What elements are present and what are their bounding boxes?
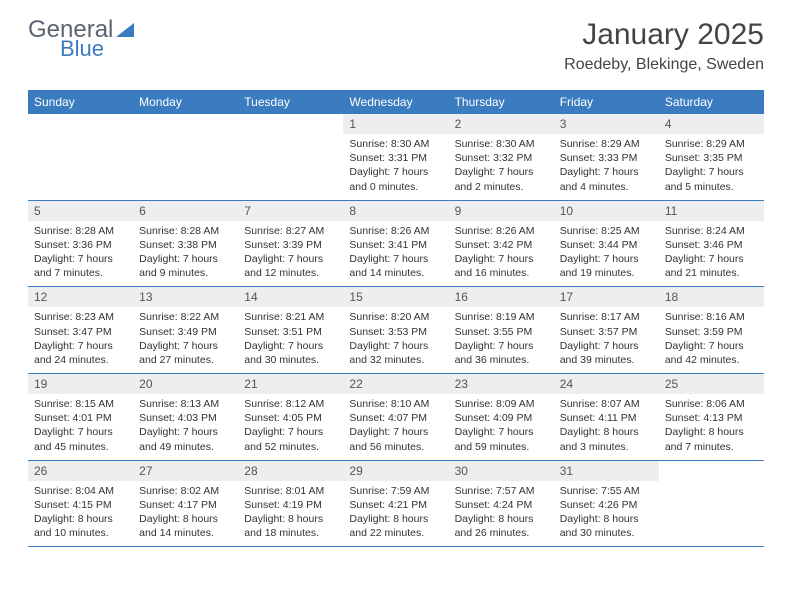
day-detail-cell: Sunrise: 8:15 AMSunset: 4:01 PMDaylight:… [28, 394, 133, 460]
day-detail-cell: Sunrise: 8:28 AMSunset: 3:36 PMDaylight:… [28, 221, 133, 287]
day-number-cell: 5 [28, 200, 133, 221]
day-number-cell: 7 [238, 200, 343, 221]
title-block: January 2025 Roedeby, Blekinge, Sweden [564, 18, 764, 74]
day-detail-row: Sunrise: 8:28 AMSunset: 3:36 PMDaylight:… [28, 221, 764, 287]
day-detail-cell [238, 134, 343, 200]
day-detail-cell: Sunrise: 8:01 AMSunset: 4:19 PMDaylight:… [238, 481, 343, 547]
day-number-cell: 15 [343, 287, 448, 308]
day-number-cell: 3 [554, 114, 659, 134]
day-number-cell: 23 [449, 374, 554, 395]
day-detail-cell: Sunrise: 8:02 AMSunset: 4:17 PMDaylight:… [133, 481, 238, 547]
day-detail-cell: Sunrise: 8:30 AMSunset: 3:32 PMDaylight:… [449, 134, 554, 200]
day-number-row: 19202122232425 [28, 374, 764, 395]
day-detail-cell: Sunrise: 8:16 AMSunset: 3:59 PMDaylight:… [659, 307, 764, 373]
day-number-cell: 18 [659, 287, 764, 308]
day-number-cell: 20 [133, 374, 238, 395]
day-number-cell [28, 114, 133, 134]
day-number-cell: 11 [659, 200, 764, 221]
day-number-cell: 26 [28, 460, 133, 481]
weekday-header: Thursday [449, 90, 554, 114]
day-number-cell: 16 [449, 287, 554, 308]
day-number-cell: 14 [238, 287, 343, 308]
weekday-header: Friday [554, 90, 659, 114]
day-detail-cell [133, 134, 238, 200]
location-text: Roedeby, Blekinge, Sweden [564, 56, 764, 74]
day-detail-cell: Sunrise: 8:26 AMSunset: 3:42 PMDaylight:… [449, 221, 554, 287]
day-detail-cell [28, 134, 133, 200]
day-detail-cell: Sunrise: 8:10 AMSunset: 4:07 PMDaylight:… [343, 394, 448, 460]
day-number-cell: 6 [133, 200, 238, 221]
day-detail-row: Sunrise: 8:15 AMSunset: 4:01 PMDaylight:… [28, 394, 764, 460]
day-detail-cell: Sunrise: 8:28 AMSunset: 3:38 PMDaylight:… [133, 221, 238, 287]
day-number-cell: 21 [238, 374, 343, 395]
day-detail-cell: Sunrise: 8:30 AMSunset: 3:31 PMDaylight:… [343, 134, 448, 200]
day-number-cell [659, 460, 764, 481]
weekday-header: Sunday [28, 90, 133, 114]
day-detail-cell: Sunrise: 8:09 AMSunset: 4:09 PMDaylight:… [449, 394, 554, 460]
page-header: General Blue January 2025 Roedeby, Bleki… [28, 18, 764, 74]
day-detail-row: Sunrise: 8:23 AMSunset: 3:47 PMDaylight:… [28, 307, 764, 373]
day-number-cell: 28 [238, 460, 343, 481]
brand-logo: General Blue [28, 18, 134, 60]
day-detail-cell: Sunrise: 8:17 AMSunset: 3:57 PMDaylight:… [554, 307, 659, 373]
day-number-cell [238, 114, 343, 134]
weekday-header: Saturday [659, 90, 764, 114]
day-detail-cell: Sunrise: 8:22 AMSunset: 3:49 PMDaylight:… [133, 307, 238, 373]
day-number-cell: 30 [449, 460, 554, 481]
day-number-cell: 25 [659, 374, 764, 395]
day-number-cell: 2 [449, 114, 554, 134]
day-number-row: 1234 [28, 114, 764, 134]
brand-triangle-icon [116, 23, 134, 37]
day-number-cell: 29 [343, 460, 448, 481]
day-number-cell: 9 [449, 200, 554, 221]
day-detail-cell: Sunrise: 8:20 AMSunset: 3:53 PMDaylight:… [343, 307, 448, 373]
day-detail-cell [659, 481, 764, 547]
day-number-cell: 27 [133, 460, 238, 481]
day-detail-row: Sunrise: 8:04 AMSunset: 4:15 PMDaylight:… [28, 481, 764, 547]
day-detail-cell: Sunrise: 7:57 AMSunset: 4:24 PMDaylight:… [449, 481, 554, 547]
day-number-cell: 10 [554, 200, 659, 221]
day-number-cell: 8 [343, 200, 448, 221]
day-number-cell: 13 [133, 287, 238, 308]
day-detail-cell: Sunrise: 8:13 AMSunset: 4:03 PMDaylight:… [133, 394, 238, 460]
day-detail-row: Sunrise: 8:30 AMSunset: 3:31 PMDaylight:… [28, 134, 764, 200]
day-number-cell: 17 [554, 287, 659, 308]
day-detail-cell: Sunrise: 8:12 AMSunset: 4:05 PMDaylight:… [238, 394, 343, 460]
day-detail-cell: Sunrise: 8:19 AMSunset: 3:55 PMDaylight:… [449, 307, 554, 373]
day-detail-cell: Sunrise: 8:24 AMSunset: 3:46 PMDaylight:… [659, 221, 764, 287]
day-detail-cell: Sunrise: 8:23 AMSunset: 3:47 PMDaylight:… [28, 307, 133, 373]
brand-part2: Blue [60, 38, 134, 60]
day-number-cell: 22 [343, 374, 448, 395]
day-number-row: 12131415161718 [28, 287, 764, 308]
day-number-row: 567891011 [28, 200, 764, 221]
day-number-cell: 1 [343, 114, 448, 134]
day-detail-cell: Sunrise: 8:26 AMSunset: 3:41 PMDaylight:… [343, 221, 448, 287]
day-detail-cell: Sunrise: 8:07 AMSunset: 4:11 PMDaylight:… [554, 394, 659, 460]
day-number-row: 262728293031 [28, 460, 764, 481]
day-detail-cell: Sunrise: 8:06 AMSunset: 4:13 PMDaylight:… [659, 394, 764, 460]
day-detail-cell: Sunrise: 8:25 AMSunset: 3:44 PMDaylight:… [554, 221, 659, 287]
day-number-cell: 19 [28, 374, 133, 395]
day-detail-cell: Sunrise: 8:04 AMSunset: 4:15 PMDaylight:… [28, 481, 133, 547]
weekday-header: Tuesday [238, 90, 343, 114]
month-title: January 2025 [564, 18, 764, 52]
day-number-cell: 4 [659, 114, 764, 134]
calendar-table: SundayMondayTuesdayWednesdayThursdayFrid… [28, 90, 764, 547]
day-detail-cell: Sunrise: 8:29 AMSunset: 3:35 PMDaylight:… [659, 134, 764, 200]
weekday-header: Wednesday [343, 90, 448, 114]
day-detail-cell: Sunrise: 7:59 AMSunset: 4:21 PMDaylight:… [343, 481, 448, 547]
day-detail-cell: Sunrise: 8:21 AMSunset: 3:51 PMDaylight:… [238, 307, 343, 373]
weekday-header-row: SundayMondayTuesdayWednesdayThursdayFrid… [28, 90, 764, 114]
day-detail-cell: Sunrise: 8:29 AMSunset: 3:33 PMDaylight:… [554, 134, 659, 200]
day-detail-cell: Sunrise: 8:27 AMSunset: 3:39 PMDaylight:… [238, 221, 343, 287]
day-number-cell: 31 [554, 460, 659, 481]
weekday-header: Monday [133, 90, 238, 114]
day-number-cell: 12 [28, 287, 133, 308]
day-number-cell [133, 114, 238, 134]
day-detail-cell: Sunrise: 7:55 AMSunset: 4:26 PMDaylight:… [554, 481, 659, 547]
day-number-cell: 24 [554, 374, 659, 395]
